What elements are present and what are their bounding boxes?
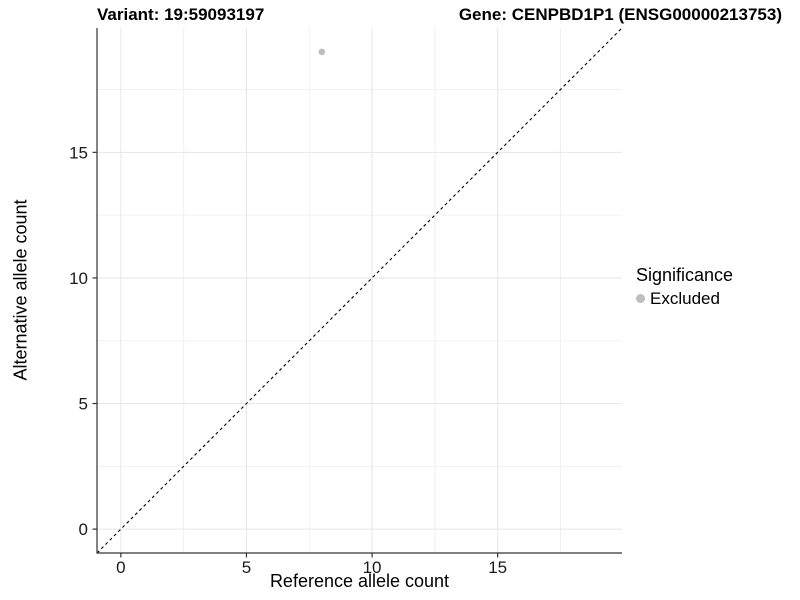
- x-axis-title: Reference allele count: [269, 571, 450, 591]
- y-tick-label: 0: [79, 520, 88, 539]
- y-axis-title: Alternative allele count: [10, 199, 31, 381]
- y-tick-label: 15: [69, 143, 88, 162]
- variant-title: Variant: 19:59093197: [97, 5, 265, 24]
- x-tick-label: 0: [116, 558, 125, 577]
- legend-point-icon: [636, 294, 645, 303]
- y-tick-label: 10: [69, 269, 88, 288]
- x-tick-label: 15: [488, 558, 507, 577]
- x-tick-label: 10: [363, 558, 382, 577]
- legend-title: Significance: [636, 265, 734, 285]
- x-tick-label: 5: [242, 558, 251, 577]
- gene-title: Gene: CENPBD1P1 (ENSG00000213753): [458, 5, 782, 24]
- data-point: [318, 48, 326, 56]
- y-tick-label: 5: [79, 395, 88, 414]
- legend-item-excluded: Excluded: [636, 289, 733, 308]
- legend: Significance Excluded: [636, 265, 733, 308]
- identity-line: [96, 27, 623, 554]
- legend-item-label: Excluded: [650, 289, 720, 308]
